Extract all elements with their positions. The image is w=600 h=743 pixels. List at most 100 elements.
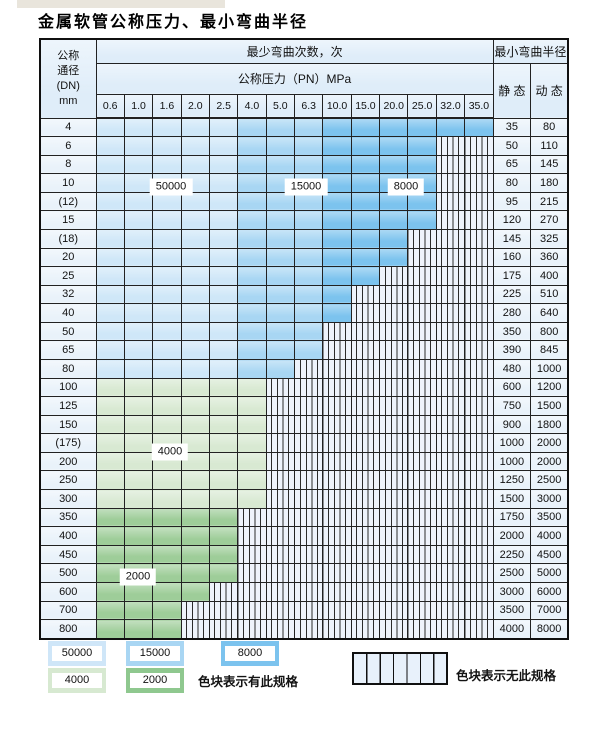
spec-cell <box>350 210 381 230</box>
no-spec-cell <box>464 433 494 453</box>
spec-cell <box>407 191 437 212</box>
spec-cell <box>95 266 125 286</box>
no-spec-cell <box>379 377 409 398</box>
spec-cell <box>208 396 239 416</box>
legend-has-spec-text: 色块表示有此规格 <box>198 675 299 689</box>
spec-cell <box>123 433 154 453</box>
spec-cell <box>237 340 267 361</box>
pn-col-header: 20.0 <box>379 93 409 119</box>
legend-swatch: 8000 <box>221 641 279 666</box>
spec-cell <box>152 228 182 249</box>
no-spec-cell <box>407 359 437 379</box>
dn-cell: 100 <box>39 377 97 398</box>
legend-swatch-label: 8000 <box>225 646 275 661</box>
spec-cell <box>152 359 182 379</box>
spec-cell <box>123 228 154 249</box>
spec-cell <box>237 266 267 286</box>
no-spec-cell <box>379 396 409 416</box>
no-spec-cell <box>350 581 381 602</box>
static-radius-cell: 65 <box>492 154 532 175</box>
spec-cell <box>294 284 324 305</box>
spec-cell <box>265 359 296 379</box>
no-spec-cell <box>350 377 381 398</box>
no-spec-cell <box>237 600 267 621</box>
dn-cell: 300 <box>39 489 97 509</box>
no-spec-cell <box>322 433 352 453</box>
spec-table: 公称 通径 (DN) mm 最少弯曲次数，次 最小弯曲半径 公称压力（PN）MPa 静 态动 … <box>39 38 570 640</box>
table-row: 500 2500 5000 <box>39 563 569 583</box>
spec-cell <box>180 284 210 305</box>
spec-cell <box>152 340 182 361</box>
no-spec-cell <box>435 563 466 583</box>
no-spec-cell <box>322 600 352 621</box>
pressure-header-cell: 公称压力（PN）MPa <box>95 62 494 95</box>
spec-cell <box>95 563 125 583</box>
static-radius-cell: 900 <box>492 414 532 435</box>
spec-cell <box>265 210 296 230</box>
no-spec-cell <box>407 470 437 491</box>
spec-cell <box>379 136 409 156</box>
no-spec-cell <box>265 563 296 583</box>
static-radius-cell: 120 <box>492 210 532 230</box>
spec-cell <box>322 136 352 156</box>
spec-cell <box>294 303 324 323</box>
static-radius-cell: 750 <box>492 396 532 416</box>
spec-cell <box>265 247 296 268</box>
dn-header-line: (DN) <box>56 79 80 92</box>
spec-cell <box>322 173 352 193</box>
spec-cell <box>95 600 125 621</box>
no-spec-cell <box>237 544 267 565</box>
spec-cell <box>123 619 154 640</box>
no-spec-cell <box>407 284 437 305</box>
spec-cell <box>123 489 154 509</box>
pn-col-header: 5.0 <box>265 93 296 119</box>
spec-cell <box>379 228 409 249</box>
static-radius-cell: 3000 <box>492 581 532 602</box>
no-spec-cell <box>464 173 494 193</box>
static-radius-cell: 1000 <box>492 433 532 453</box>
spec-cell <box>350 117 381 138</box>
no-spec-cell <box>322 377 352 398</box>
dn-cell: 40 <box>39 303 97 323</box>
legend-swatch: 50000 <box>48 641 106 666</box>
legend-no-spec-text: 色块表示无此规格 <box>456 669 557 683</box>
dn-cell: 80 <box>39 359 97 379</box>
spec-cell <box>379 210 409 230</box>
header-row-1: 公称 通径 (DN) mm 最少弯曲次数，次 最小弯曲半径 <box>39 38 569 119</box>
spec-cell <box>322 228 352 249</box>
static-radius-cell: 390 <box>492 340 532 361</box>
spec-cell <box>294 154 324 175</box>
no-spec-cell <box>208 581 239 602</box>
no-spec-cell <box>464 303 494 323</box>
table-row: 450 2250 4500 <box>39 544 569 565</box>
static-radius-cell: 1500 <box>492 489 532 509</box>
spec-cell <box>237 173 267 193</box>
no-spec-cell <box>435 340 466 361</box>
spec-cell <box>208 321 239 342</box>
spec-cell <box>123 247 154 268</box>
no-spec-cell <box>464 526 494 546</box>
spec-cell <box>265 321 296 342</box>
no-spec-cell <box>464 247 494 268</box>
static-radius-cell: 1000 <box>492 451 532 472</box>
no-spec-cell <box>294 470 324 491</box>
legend-swatch-label: 4000 <box>52 673 102 688</box>
dn-cell: 350 <box>39 507 97 528</box>
no-spec-cell <box>464 470 494 491</box>
spec-cell <box>95 526 125 546</box>
no-spec-cell <box>322 396 352 416</box>
legend-swatch-label: 50000 <box>52 646 102 661</box>
dynamic-radius-cell: 2500 <box>530 470 569 491</box>
dynamic-radius-cell: 325 <box>530 228 569 249</box>
spec-cell <box>407 154 437 175</box>
dynamic-radius-cell: 4500 <box>530 544 569 565</box>
radius-header-cell: 最小弯曲半径 <box>492 38 569 64</box>
no-spec-cell <box>379 284 409 305</box>
spec-cell <box>152 210 182 230</box>
dynamic-radius-cell: 1500 <box>530 396 569 416</box>
header-row-3: 0.6 1.0 1.6 2.0 2.5 4.0 5.0 6.3 10.0 15.0 20.0 25.0… <box>40 93 568 119</box>
legend-swatch: 15000 <box>126 641 184 666</box>
no-spec-cell <box>350 600 381 621</box>
dn-header-line: 通径 <box>57 64 80 77</box>
spec-cell <box>152 489 182 509</box>
